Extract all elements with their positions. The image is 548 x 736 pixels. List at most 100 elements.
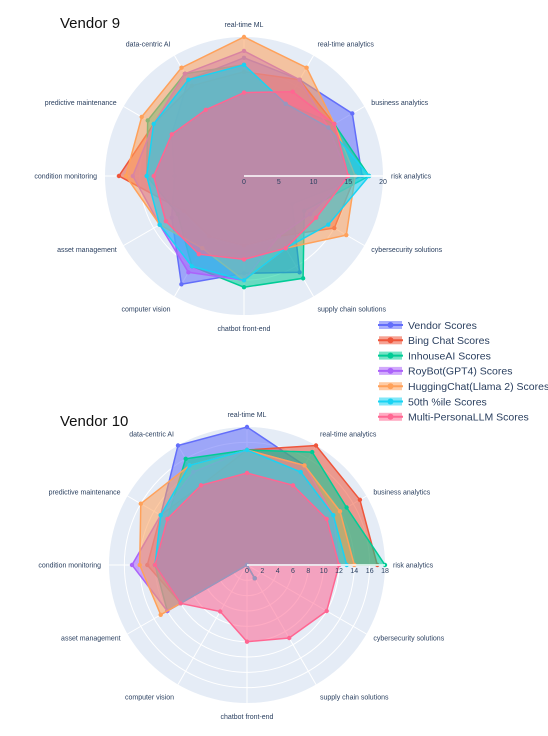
category-label: data-centric AI <box>129 432 174 439</box>
data-point <box>337 509 343 514</box>
category-label: computer vision <box>125 694 174 701</box>
data-point <box>324 608 329 614</box>
data-point <box>151 173 156 179</box>
legend-label: Multi-PersonaLLM Scores <box>408 412 529 424</box>
radar-chart-1: Vendor 9 0 5 10 15 20 risk analytics business a… <box>34 15 442 333</box>
data-point <box>241 62 247 67</box>
category-label: supply chain solutions <box>320 694 389 701</box>
data-point <box>198 483 204 488</box>
category-label: supply chain solutions <box>318 306 387 313</box>
category-label: risk analytics <box>391 174 432 181</box>
legend-label: 50th %ile Scores <box>408 396 487 408</box>
data-point <box>283 246 288 251</box>
radial-tick-label: 20 <box>379 179 387 186</box>
category-label: asset management <box>57 247 117 254</box>
radial-tick-label: 12 <box>335 568 343 575</box>
legend-item[interactable]: RoyBot(GPT4) Scores <box>378 366 512 378</box>
category-label: condition monitoring <box>34 174 97 181</box>
data-point <box>189 264 195 269</box>
legend-item[interactable]: Multi-PersonaLLM Scores <box>378 412 529 424</box>
legend-label: HuggingChat(Llama 2) Scores <box>408 381 548 393</box>
radial-tick-label: 0 <box>242 179 246 186</box>
data-point <box>300 276 306 281</box>
category-label: predictive maintenance <box>45 100 117 107</box>
legend-label: Bing Chat Scores <box>408 335 490 347</box>
legend-marker <box>387 367 394 374</box>
category-label: asset management <box>61 636 121 643</box>
category-label: real-time ML <box>225 22 264 29</box>
data-point <box>163 219 168 224</box>
data-point <box>241 278 247 283</box>
category-label: condition monitoring <box>38 563 101 570</box>
data-point <box>169 132 174 137</box>
data-point <box>144 173 149 179</box>
data-point <box>324 516 329 522</box>
radar-chart-2: Vendor 10 0 2 4 6 8 10 12 14 16 18 risk analytics bu… <box>38 412 444 721</box>
data-point <box>241 90 247 95</box>
radial-tick-label: 8 <box>306 568 310 575</box>
category-label: business analytics <box>371 100 428 107</box>
data-point <box>241 257 247 262</box>
legend-item[interactable]: 50th %ile Scores <box>378 396 487 408</box>
data-point <box>179 282 184 287</box>
data-point <box>187 463 192 468</box>
data-point <box>304 65 309 70</box>
legend-item[interactable]: HuggingChat(Llama 2) Scores <box>378 381 548 393</box>
data-point <box>244 447 250 453</box>
data-point <box>158 612 163 617</box>
data-point <box>314 215 319 220</box>
data-point <box>310 449 315 455</box>
series-multi-personallm-scores <box>152 470 342 644</box>
data-point <box>344 232 349 238</box>
radial-tick-label: 15 <box>344 179 352 186</box>
data-point <box>183 456 188 461</box>
data-point <box>152 562 158 568</box>
radial-tick-label: 5 <box>277 179 281 186</box>
chart-title: Vendor 9 <box>60 15 120 32</box>
data-point <box>158 513 163 518</box>
data-point <box>298 469 303 475</box>
data-point <box>139 114 144 120</box>
data-point <box>129 562 135 568</box>
category-label: real-time analytics <box>318 42 375 49</box>
legend-marker <box>387 352 394 359</box>
legend-marker <box>387 337 394 344</box>
radial-tick-label: 18 <box>381 568 389 575</box>
radial-tick-label: 2 <box>260 568 264 575</box>
data-point <box>157 222 162 227</box>
data-point <box>350 111 355 116</box>
data-point <box>151 121 156 127</box>
data-point <box>165 516 170 522</box>
data-point <box>244 639 250 644</box>
data-point <box>175 443 181 448</box>
data-point <box>241 34 247 40</box>
data-point <box>218 609 223 614</box>
data-point <box>116 173 122 179</box>
radial-tick-label: 10 <box>310 179 318 186</box>
data-point <box>241 285 247 290</box>
legend-item[interactable]: InhouseAI Scores <box>378 350 491 362</box>
radial-tick-label: 0 <box>245 568 249 575</box>
data-point <box>313 443 319 448</box>
data-point <box>302 463 307 468</box>
radial-tick-label: 14 <box>350 568 358 575</box>
legend-label: RoyBot(GPT4) Scores <box>408 366 512 378</box>
category-label: business analytics <box>373 490 430 497</box>
category-label: computer vision <box>121 306 170 313</box>
radial-tick-label: 10 <box>320 568 328 575</box>
legend-label: InhouseAI Scores <box>408 350 491 362</box>
data-point <box>290 89 295 94</box>
legend-item[interactable]: Vendor Scores <box>378 320 477 332</box>
category-label: chatbot front-end <box>218 326 271 333</box>
category-label: real-time analytics <box>320 432 377 439</box>
data-point <box>123 173 128 179</box>
data-point <box>138 501 143 506</box>
data-point <box>244 470 250 476</box>
legend-item[interactable]: Bing Chat Scores <box>378 335 490 347</box>
category-label: data-centric AI <box>126 42 171 49</box>
legend: Vendor Scores Bing Chat Scores InhouseAI S… <box>378 320 548 424</box>
data-point <box>186 77 191 82</box>
radial-tick-label: 6 <box>291 568 295 575</box>
